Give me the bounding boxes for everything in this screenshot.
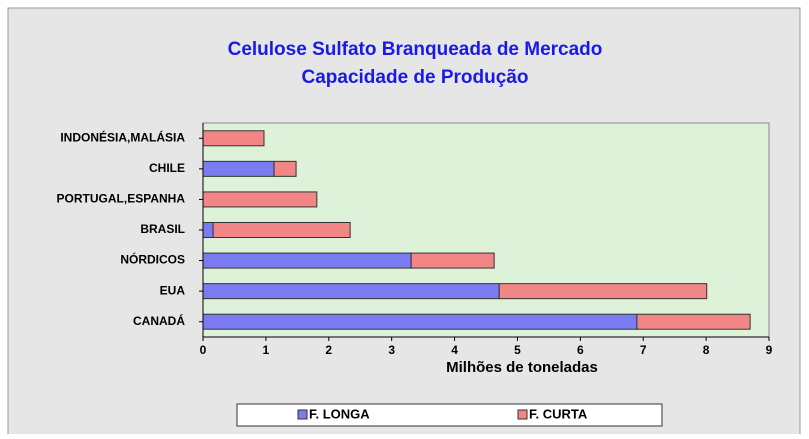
y-tick-label: BRASIL — [140, 222, 185, 236]
y-tick-label: INDONÉSIA,MALÁSIA — [60, 129, 185, 144]
bar — [202, 191, 318, 208]
bar — [202, 252, 412, 269]
bar — [202, 313, 638, 330]
chart-subtitle: Capacidade de Produção — [301, 67, 528, 88]
x-tick-label: 9 — [766, 343, 773, 357]
legend-swatch — [517, 409, 528, 420]
x-tick-label: 5 — [514, 343, 521, 357]
y-tick-label: CHILE — [149, 161, 185, 175]
x-tick-label: 7 — [640, 343, 647, 357]
bar — [273, 160, 297, 177]
bar — [202, 283, 500, 300]
x-tick-label: 0 — [200, 343, 207, 357]
bar — [202, 222, 214, 238]
chart-title: Celulose Sulfato Branqueada de Mercado — [228, 39, 603, 60]
x-tick-label: 8 — [703, 343, 710, 357]
x-tick-label: 3 — [388, 343, 395, 357]
bar — [212, 222, 351, 238]
x-tick-label: 6 — [577, 343, 584, 357]
legend-label: F. LONGA — [309, 406, 370, 421]
legend-label: F. CURTA — [529, 406, 588, 421]
y-tick-label: PORTUGAL,ESPANHA — [57, 192, 186, 206]
y-tick-label: EUA — [160, 283, 186, 297]
bar — [410, 252, 495, 269]
bar — [202, 160, 275, 177]
y-tick-label: NÓRDICOS — [120, 252, 185, 267]
x-tick-label: 4 — [451, 343, 458, 357]
y-tick-label: CANADÁ — [133, 313, 185, 328]
bar — [202, 130, 265, 147]
x-axis-label: Milhões de toneladas — [446, 359, 598, 376]
bar — [636, 313, 751, 330]
legend — [236, 403, 663, 427]
x-tick-label: 1 — [263, 343, 270, 357]
legend-swatch — [297, 409, 308, 420]
bar — [498, 283, 708, 300]
x-tick-label: 2 — [325, 343, 332, 357]
